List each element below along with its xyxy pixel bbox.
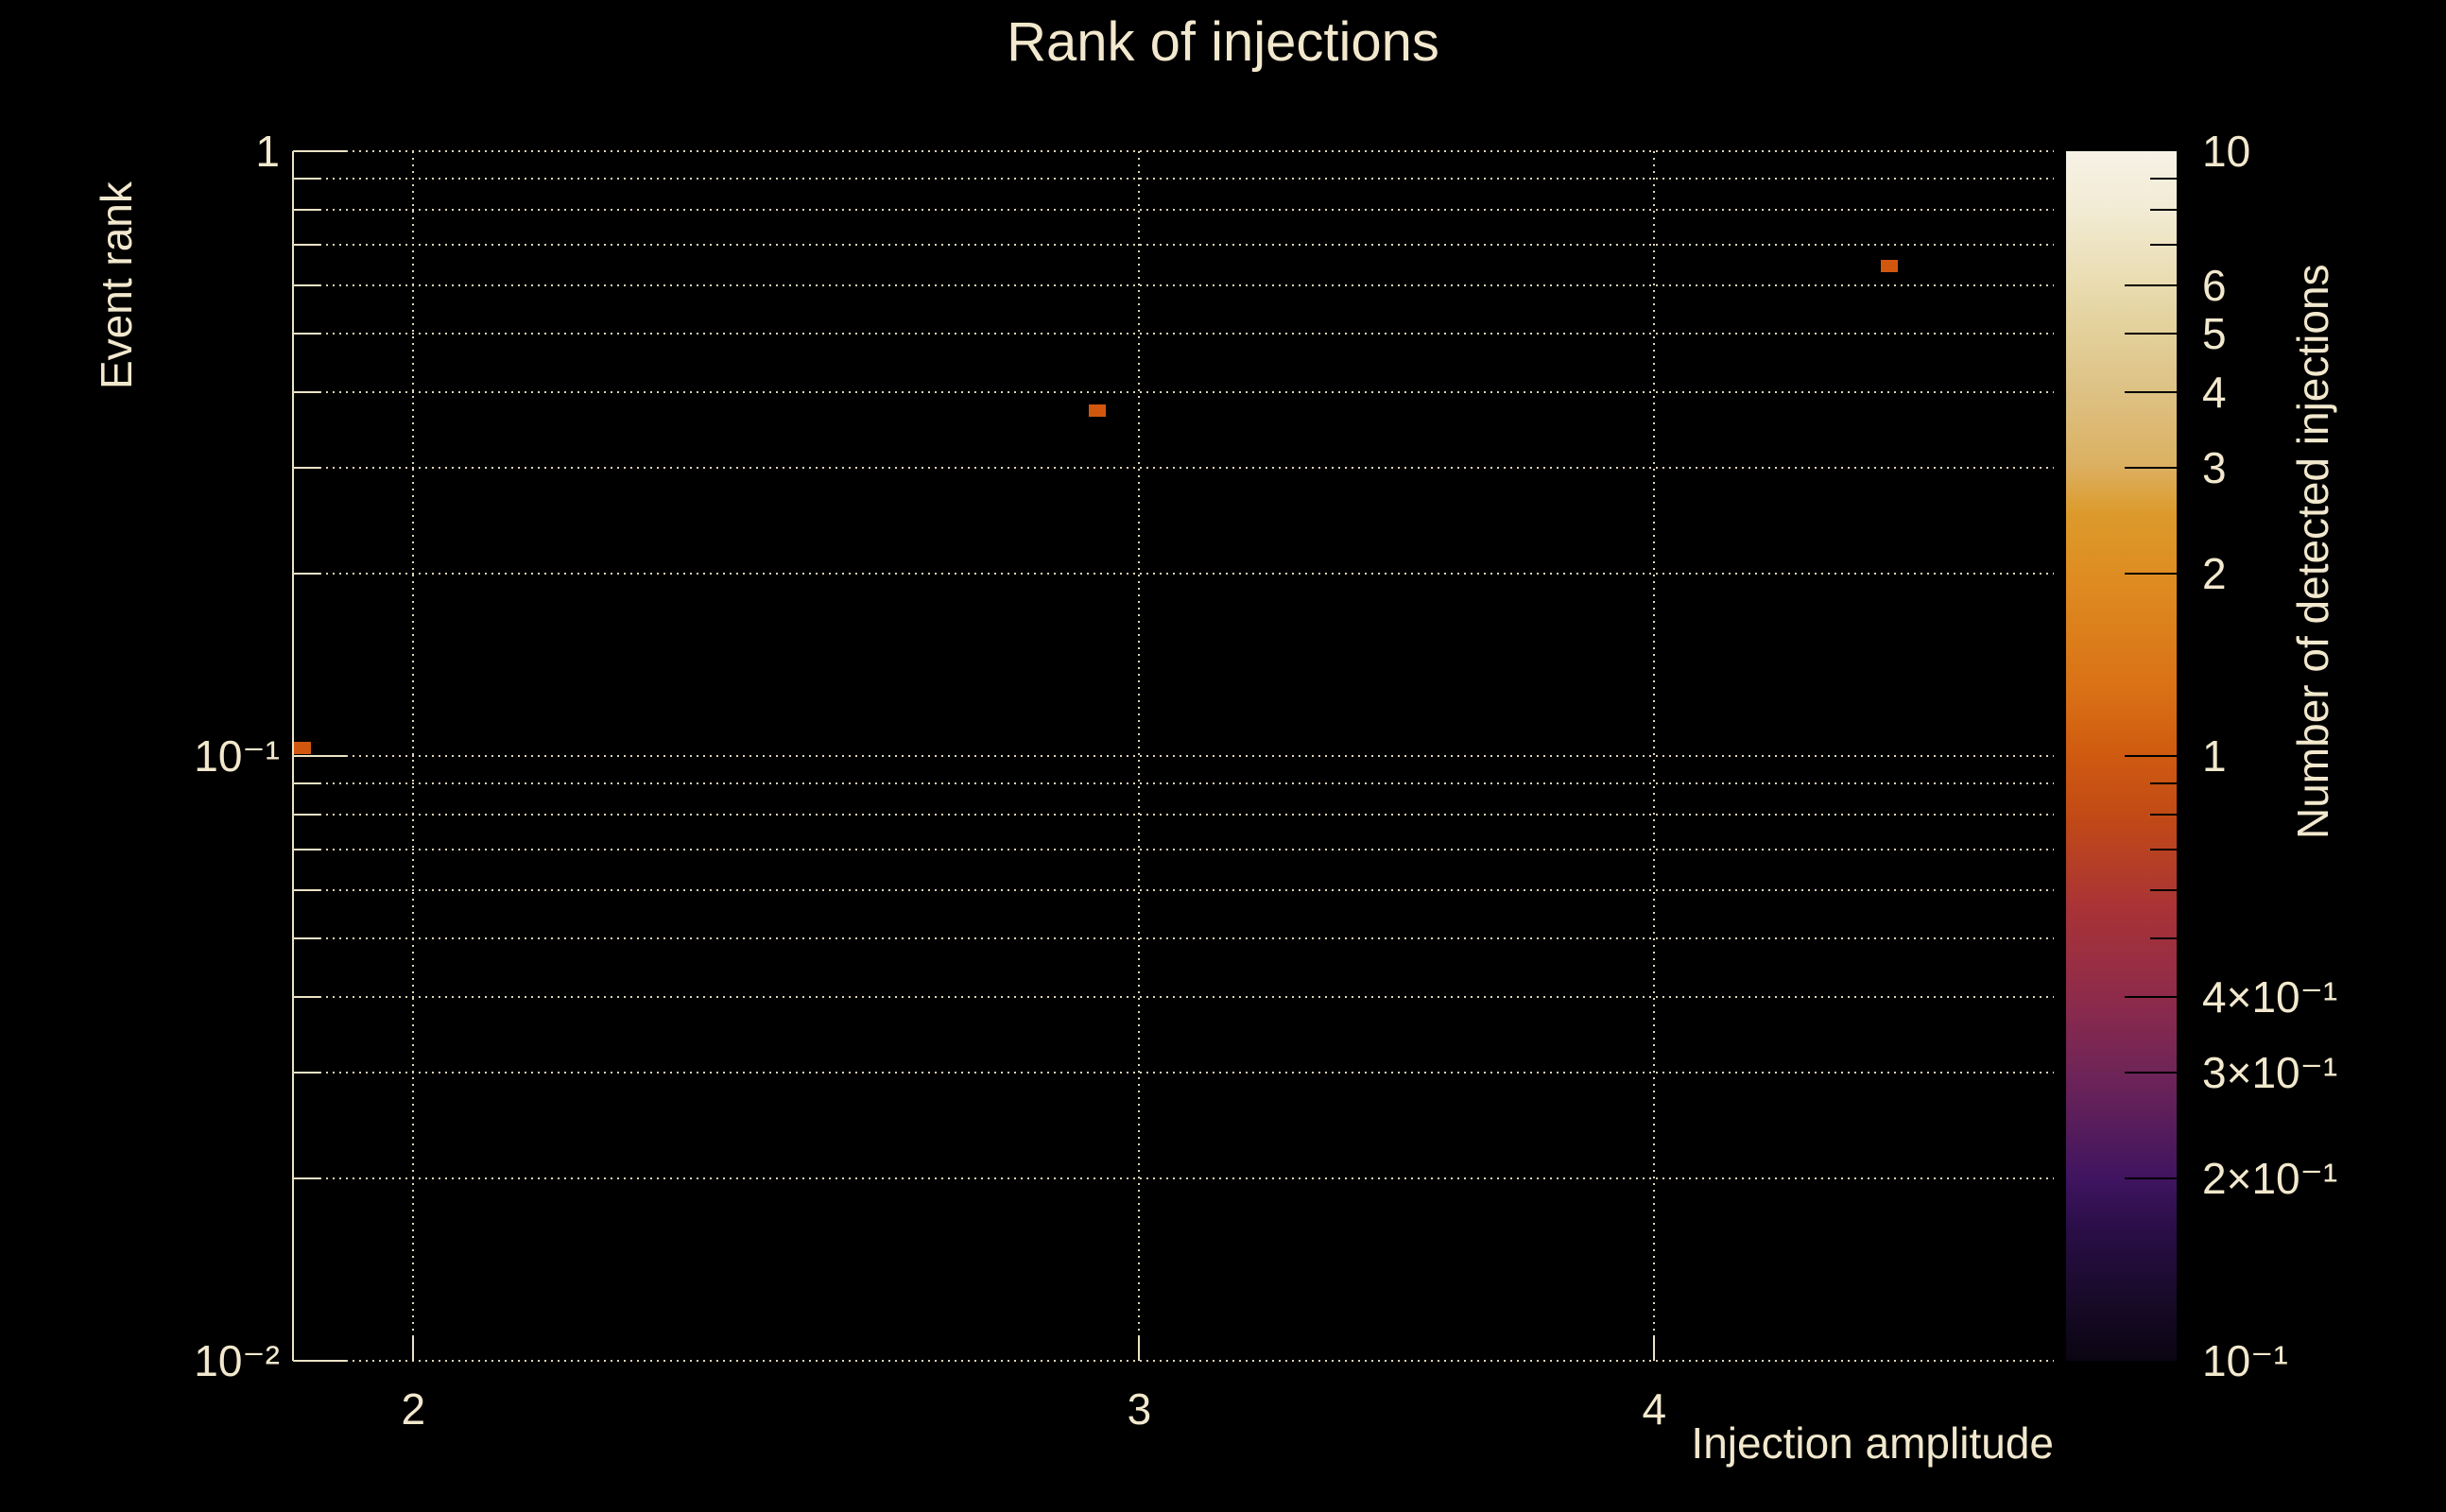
y-gridline [293, 1071, 2054, 1074]
y-tick [294, 814, 320, 816]
colorbar-tick-label: 6 [2202, 260, 2227, 310]
data-bin [1880, 260, 1898, 273]
y-tick [294, 782, 320, 785]
y-tick [294, 332, 320, 335]
colorbar-tick-label: 10 [2202, 127, 2251, 176]
colorbar-tick [2125, 1177, 2177, 1180]
y-tick [294, 849, 320, 851]
y-gridline [293, 332, 2054, 335]
y-gridline [293, 782, 2054, 785]
colorbar-tick-minor [2150, 888, 2177, 891]
y-tick [294, 755, 346, 757]
colorbar-tick-label: 1 [2202, 731, 2227, 781]
x-axis-title: Injection amplitude [1691, 1418, 2054, 1468]
y-gridline [293, 1360, 2054, 1362]
y-tick-label: 10⁻² [194, 1336, 280, 1385]
y-gridline [293, 1177, 2054, 1180]
y-tick [294, 390, 320, 393]
y-gridline [293, 814, 2054, 816]
colorbar-tick [2125, 755, 2177, 757]
y-gridline [293, 755, 2054, 757]
colorbar-tick-minor [2150, 209, 2177, 212]
y-tick [294, 466, 320, 469]
colorbar-tick-label: 2×10⁻¹ [2202, 1154, 2338, 1204]
y-tick [294, 995, 320, 998]
y-tick [294, 888, 320, 891]
y-tick [294, 244, 320, 247]
colorbar-tick [2125, 390, 2177, 393]
x-tick [1653, 1336, 1656, 1361]
y-tick [294, 150, 346, 152]
y-gridline [293, 995, 2054, 998]
colorbar-tick-minor [2150, 814, 2177, 816]
x-tick-label: 2 [401, 1384, 426, 1434]
colorbar-tick [2125, 284, 2177, 286]
colorbar-tick [2125, 332, 2177, 335]
y-tick [294, 209, 320, 212]
x-tick [1138, 1336, 1141, 1361]
data-bin [294, 742, 312, 755]
y-axis-title: Event rank [92, 181, 141, 389]
colorbar-tick-minor [2150, 936, 2177, 939]
y-tick [294, 936, 320, 939]
x-gridline [412, 151, 415, 1361]
y-tick [294, 1177, 320, 1180]
data-bin [1088, 404, 1106, 418]
y-tick [294, 573, 320, 576]
y-gridline [293, 284, 2054, 286]
colorbar-tick-label: 3 [2202, 442, 2227, 492]
y-tick-label: 10⁻¹ [194, 731, 280, 781]
colorbar-tick [2125, 995, 2177, 998]
y-gridline [293, 466, 2054, 469]
colorbar-tick-minor [2150, 782, 2177, 785]
colorbar-tick [2125, 466, 2177, 469]
colorbar-tick-label: 10⁻¹ [2202, 1336, 2288, 1385]
x-tick-label: 3 [1127, 1384, 1152, 1434]
colorbar-tick-minor [2150, 178, 2177, 180]
x-tick [412, 1336, 415, 1361]
chart-title: Rank of injections [1007, 11, 1439, 73]
colorbar-tick [2125, 1071, 2177, 1074]
x-gridline [1138, 151, 1141, 1361]
x-tick-label: 4 [1642, 1384, 1667, 1434]
y-tick [294, 1360, 346, 1362]
colorbar-tick-label: 2 [2202, 549, 2227, 599]
colorbar-tick-label: 4×10⁻¹ [2202, 971, 2338, 1022]
y-tick [294, 178, 320, 180]
y-gridline [293, 244, 2054, 247]
y-gridline [293, 849, 2054, 851]
x-gridline [1653, 151, 1656, 1361]
colorbar-tick-label: 5 [2202, 308, 2227, 358]
y-gridline [293, 209, 2054, 212]
colorbar-tick-minor [2150, 849, 2177, 851]
y-gridline [293, 150, 2054, 152]
y-tick [294, 1071, 320, 1074]
y-gridline [293, 390, 2054, 393]
y-gridline [293, 936, 2054, 939]
y-gridline [293, 178, 2054, 180]
colorbar-tick-label: 3×10⁻¹ [2202, 1047, 2338, 1097]
y-tick [294, 284, 320, 286]
colorbar-tick-label: 4 [2202, 367, 2227, 417]
colorbar-tick-minor [2150, 244, 2177, 247]
y-gridline [293, 888, 2054, 891]
colorbar-tick [2125, 573, 2177, 576]
y-gridline [293, 573, 2054, 576]
y-tick-label: 1 [255, 127, 280, 176]
